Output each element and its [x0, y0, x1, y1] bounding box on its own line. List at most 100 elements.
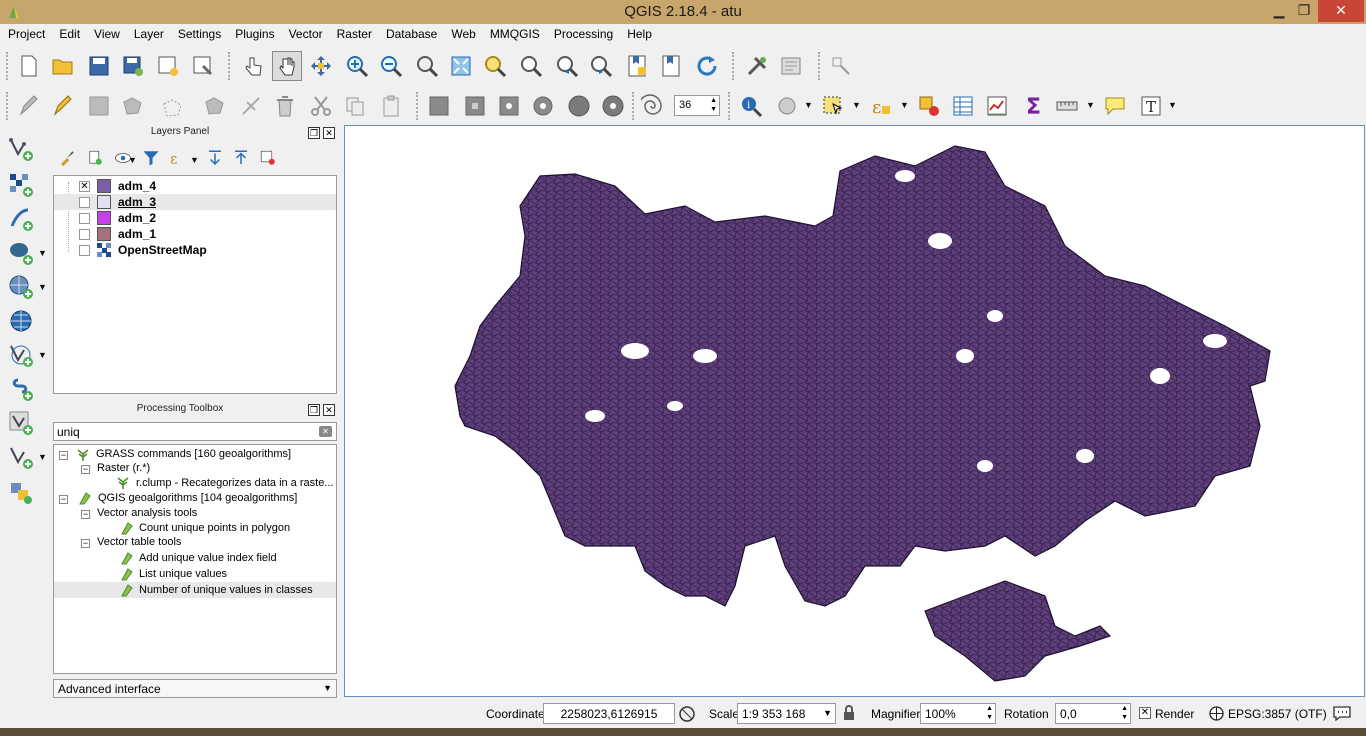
copy-features-icon[interactable]	[340, 91, 370, 121]
toolbar-grip[interactable]	[416, 92, 419, 120]
dropdown-arrow-icon[interactable]: ▼	[852, 100, 861, 110]
attribute-table-icon[interactable]	[948, 91, 978, 121]
menu-processing[interactable]: Processing	[553, 27, 614, 41]
field-calculator-icon[interactable]	[982, 91, 1012, 121]
menu-vector[interactable]: Vector	[288, 27, 323, 41]
menu-help[interactable]: Help	[627, 27, 652, 41]
layer-visibility-checkbox[interactable]	[79, 213, 90, 224]
float-panel-button[interactable]: ❐	[308, 127, 320, 139]
show-bookmarks-icon[interactable]	[656, 51, 686, 81]
dropdown-arrow-icon[interactable]: ▼	[804, 100, 813, 110]
reshape-icon[interactable]	[598, 91, 628, 121]
menu-view[interactable]: View	[94, 27, 120, 41]
add-wcs-layer-icon[interactable]	[6, 306, 36, 336]
cut-features-icon[interactable]	[306, 91, 336, 121]
tree-item-qgis[interactable]: QGIS geoalgorithms [104 geoalgorithms]	[98, 492, 298, 504]
filter-by-expression-icon[interactable]: ε	[164, 145, 190, 171]
offset-curve-icon[interactable]	[424, 91, 454, 121]
new-spatialite-layer-icon[interactable]	[6, 442, 36, 472]
snap-tolerance-input[interactable]: 36 ▲ ▼	[674, 95, 720, 116]
snap-spin-arrows[interactable]: ▲ ▼	[710, 97, 717, 113]
add-feature-icon[interactable]	[118, 91, 148, 121]
tree-item-vector-table[interactable]: Vector table tools	[97, 536, 182, 548]
minimize-button[interactable]: ▁	[1273, 2, 1285, 18]
zoom-next-icon[interactable]	[586, 51, 616, 81]
collapse-toggle-icon[interactable]: −	[81, 538, 90, 548]
add-virtual-layer-icon[interactable]	[6, 374, 36, 404]
menu-plugins[interactable]: Plugins	[235, 27, 275, 41]
dropdown-arrow-icon[interactable]: ▼	[1086, 100, 1095, 110]
select-by-expression-icon[interactable]: ε	[866, 91, 896, 121]
python-console-icon[interactable]	[776, 51, 806, 81]
dropdown-arrow-icon[interactable]: ▼	[38, 248, 47, 258]
toolbar-grip[interactable]	[818, 52, 821, 80]
remove-layer-icon[interactable]	[255, 145, 281, 171]
delete-selected-icon[interactable]	[270, 91, 300, 121]
select-features-icon[interactable]	[818, 91, 848, 121]
maximize-button[interactable]: ❐	[1297, 2, 1311, 18]
add-delimited-text-icon[interactable]	[6, 204, 36, 234]
add-delimited-layer-icon[interactable]	[6, 478, 36, 508]
toolbar-grip[interactable]	[228, 52, 231, 80]
toggle-editing-icon[interactable]	[48, 91, 78, 121]
dropdown-arrow-icon[interactable]: ▼	[190, 155, 199, 165]
tree-item-add-unique-index[interactable]: Add unique value index field	[139, 552, 277, 564]
coordinate-field[interactable]: 2258023,6126915	[543, 703, 675, 724]
layer-openstreetmap[interactable]: OpenStreetMap	[54, 242, 336, 258]
plugin-tools-icon[interactable]	[742, 51, 772, 81]
zoom-native-icon[interactable]	[412, 51, 442, 81]
collapse-all-icon[interactable]	[228, 145, 254, 171]
tree-item-vector-analysis[interactable]: Vector analysis tools	[97, 507, 198, 519]
georeferencer-icon[interactable]	[826, 51, 856, 81]
crs-status[interactable]: EPSG:3857 (OTF)	[1228, 707, 1327, 721]
toolbar-grip[interactable]	[632, 92, 635, 120]
snapping-icon[interactable]	[638, 91, 668, 121]
zoom-out-icon[interactable]	[376, 51, 406, 81]
mouse-extent-icon[interactable]	[678, 705, 696, 723]
tree-item-count-unique[interactable]: Count unique points in polygon	[139, 522, 291, 534]
rotation-spinbox[interactable]: 0,0 ▲ ▼	[1055, 703, 1131, 724]
digitize-icon[interactable]	[236, 91, 266, 121]
current-edits-icon[interactable]	[14, 91, 44, 121]
layer-adm-4[interactable]: ✕ adm_4	[54, 178, 336, 194]
pan-map-icon[interactable]	[272, 51, 302, 81]
scale-select[interactable]: 1:9 353 168 ▼	[737, 703, 836, 724]
deselect-all-icon[interactable]	[914, 91, 944, 121]
composer-manager-icon[interactable]	[188, 51, 218, 81]
dropdown-arrow-icon[interactable]: ▼	[38, 350, 47, 360]
toolbar-grip[interactable]	[732, 52, 735, 80]
statistical-summary-icon[interactable]: Σ	[1018, 91, 1048, 121]
touch-zoom-icon[interactable]	[238, 51, 268, 81]
new-project-icon[interactable]	[14, 51, 44, 81]
refresh-icon[interactable]	[692, 51, 722, 81]
add-ring-icon[interactable]	[460, 91, 490, 121]
add-wfs-layer-icon[interactable]	[6, 340, 36, 370]
new-print-composer-icon[interactable]	[153, 51, 183, 81]
add-wms-layer-icon[interactable]	[6, 272, 36, 302]
clear-search-icon[interactable]: ✕	[319, 426, 332, 437]
paste-features-icon[interactable]	[376, 91, 406, 121]
render-checkbox[interactable]: ✕	[1139, 707, 1151, 719]
layer-adm-3[interactable]: adm_3	[54, 194, 336, 210]
dropdown-arrow-icon[interactable]: ▼	[38, 452, 47, 462]
menu-raster[interactable]: Raster	[336, 27, 372, 41]
measure-line-icon[interactable]	[1052, 91, 1082, 121]
collapse-toggle-icon[interactable]: −	[59, 450, 68, 460]
zoom-full-icon[interactable]	[446, 51, 476, 81]
tree-item-list-unique[interactable]: List unique values	[139, 568, 228, 580]
text-annotation-icon[interactable]	[1100, 91, 1130, 121]
menu-web[interactable]: Web	[451, 27, 476, 41]
layer-visibility-checkbox[interactable]	[79, 197, 90, 208]
open-project-icon[interactable]	[48, 51, 78, 81]
lock-icon[interactable]	[842, 705, 856, 721]
collapse-toggle-icon[interactable]: −	[81, 464, 90, 474]
label-tool-icon[interactable]: T	[1136, 91, 1166, 121]
layer-visibility-checkbox[interactable]	[79, 229, 90, 240]
toolbar-grip[interactable]	[6, 52, 9, 80]
save-project-icon[interactable]	[84, 51, 114, 81]
open-styling-icon[interactable]	[54, 145, 80, 171]
zoom-to-selection-icon[interactable]	[480, 51, 510, 81]
dropdown-arrow-icon[interactable]: ▼	[38, 282, 47, 292]
layer-visibility-checkbox[interactable]: ✕	[79, 181, 90, 192]
menu-project[interactable]: Project	[8, 27, 46, 41]
